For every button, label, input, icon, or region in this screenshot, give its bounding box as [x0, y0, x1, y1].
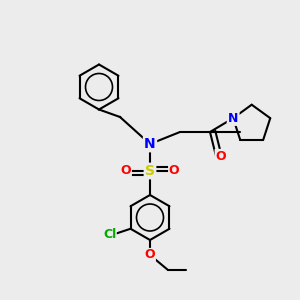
Text: S: S	[145, 164, 155, 178]
Text: O: O	[145, 248, 155, 262]
Text: O: O	[215, 149, 226, 163]
Text: N: N	[144, 137, 156, 151]
Text: O: O	[169, 164, 179, 178]
Text: Cl: Cl	[103, 228, 116, 241]
Text: O: O	[121, 164, 131, 178]
Text: N: N	[228, 112, 238, 125]
